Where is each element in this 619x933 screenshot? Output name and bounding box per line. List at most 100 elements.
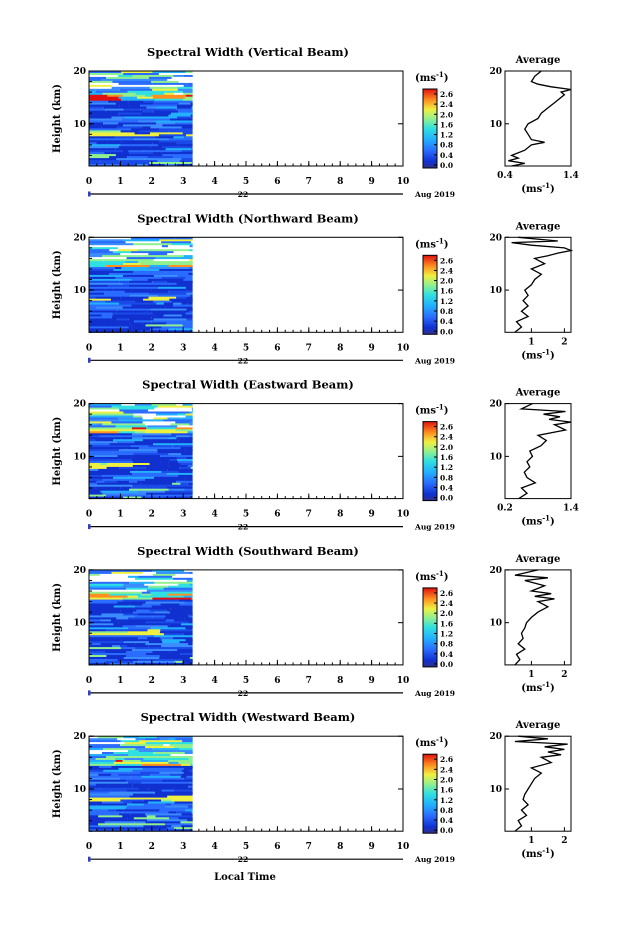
- avg-x-tick-label: 0.2: [497, 504, 513, 514]
- colorbar-tick-label: 0.4: [440, 816, 453, 825]
- colorbar-tick-label: 2.0: [440, 277, 453, 286]
- unit-close: ): [550, 184, 555, 195]
- average-profile: [515, 570, 555, 665]
- day-label: 22: [238, 689, 248, 698]
- colorbar-unit: (ms-1): [415, 569, 448, 583]
- average-title: Average: [515, 554, 561, 565]
- colorbar-tick-label: 2.6: [440, 256, 453, 265]
- average-title: Average: [515, 720, 561, 731]
- y-tick-label: 20: [73, 67, 86, 77]
- colorbar-tick-label: 2.4: [440, 266, 453, 275]
- colorbar-tick-label: 0.8: [440, 473, 453, 482]
- x-tick-label: 6: [274, 343, 280, 353]
- unit-text: (ms: [415, 572, 436, 583]
- unit-exponent: -1: [542, 347, 550, 356]
- x-tick-label: 8: [337, 510, 343, 520]
- month-label: Aug 2019: [414, 689, 455, 698]
- avg-x-tick-label: 1: [528, 670, 534, 680]
- colorbar-tick-label: 1.6: [440, 619, 453, 628]
- colorbar: [423, 255, 437, 334]
- month-label: Aug 2019: [414, 356, 455, 365]
- colorbar-tick-label: 0.8: [440, 640, 453, 649]
- month-label: Aug 2019: [414, 523, 455, 532]
- colorbar-tick-label: 2.6: [440, 423, 453, 432]
- colorbar-tick-label: 0.8: [440, 141, 453, 150]
- x-tick-label: 0: [86, 343, 92, 353]
- x-tick-label: 2: [149, 842, 155, 852]
- colorbar-tick-label: 1.2: [440, 297, 453, 306]
- colorbar: [423, 588, 437, 667]
- unit-exponent: -1: [436, 236, 444, 245]
- unit-text: (ms: [415, 239, 436, 250]
- unit-text: (ms: [415, 73, 436, 84]
- unit-close: ): [550, 350, 555, 361]
- y-axis-label: Height (km): [52, 749, 63, 818]
- x-tick-label: 3: [180, 510, 186, 520]
- avg-x-tick-label: 1: [528, 337, 534, 347]
- x-tick-label: 7: [306, 177, 312, 187]
- unit-exponent: -1: [542, 846, 550, 855]
- date-marker: [88, 857, 91, 862]
- avg-y-tick-label: 10: [489, 286, 502, 296]
- x-tick-label: 7: [306, 343, 312, 353]
- day-label: 22: [238, 523, 248, 532]
- avg-unit: (ms-1): [521, 514, 554, 528]
- colorbar-tick-label: 2.6: [440, 90, 453, 99]
- x-tick-label: 10: [397, 343, 410, 353]
- y-tick-label: 20: [73, 233, 86, 243]
- unit-text: (ms: [521, 184, 542, 195]
- colorbar-tick-label: 0.8: [440, 307, 453, 316]
- x-tick-label: 9: [368, 177, 374, 187]
- x-tick-label: 0: [86, 510, 92, 520]
- x-tick-label: 5: [243, 343, 249, 353]
- colorbar-tick-label: 0.4: [440, 483, 453, 492]
- unit-text: (ms: [521, 849, 542, 860]
- heatmap: [89, 404, 193, 499]
- colorbar-tick-label: 0.0: [440, 494, 453, 503]
- x-tick-label: 5: [243, 510, 249, 520]
- average-title: Average: [515, 388, 561, 399]
- average-title: Average: [515, 55, 561, 66]
- y-tick-label: 10: [73, 619, 86, 629]
- unit-exponent: -1: [542, 680, 550, 689]
- colorbar-tick-label: 2.0: [440, 443, 453, 452]
- x-tick-label: 2: [149, 676, 155, 686]
- unit-close: ): [550, 517, 555, 528]
- colorbar-unit: (ms-1): [415, 735, 448, 749]
- x-tick-label: 8: [337, 343, 343, 353]
- y-tick-label: 10: [73, 785, 86, 795]
- colorbar-tick-label: 2.4: [440, 765, 453, 774]
- colorbar: [423, 89, 437, 168]
- x-tick-label: 9: [368, 676, 374, 686]
- colorbar-tick-label: 1.2: [440, 463, 453, 472]
- heatmap: [89, 71, 193, 166]
- x-tick-label: 10: [397, 510, 410, 520]
- unit-text: (ms: [415, 738, 436, 749]
- x-tick-label: 6: [274, 510, 280, 520]
- avg-y-tick-label: 20: [489, 233, 502, 243]
- x-tick-label: 5: [243, 177, 249, 187]
- y-tick-label: 20: [73, 400, 86, 410]
- y-tick-label: 10: [73, 452, 86, 462]
- chart-title: Spectral Width (Northward Beam): [137, 211, 359, 225]
- colorbar-unit: (ms-1): [415, 403, 448, 417]
- x-tick-label: 4: [211, 510, 217, 520]
- colorbar-tick-label: 2.4: [440, 100, 453, 109]
- y-axis-label: Height (km): [52, 250, 63, 319]
- chart-title: Spectral Width (Eastward Beam): [142, 378, 354, 392]
- colorbar-unit: (ms-1): [415, 236, 448, 250]
- unit-exponent: -1: [542, 181, 550, 190]
- chart-title: Spectral Width (Vertical Beam): [147, 45, 349, 59]
- colorbar-tick-label: 1.6: [440, 287, 453, 296]
- x-tick-label: 2: [149, 343, 155, 353]
- x-tick-label: 4: [211, 842, 217, 852]
- colorbar: [423, 754, 437, 833]
- date-marker: [88, 192, 91, 197]
- average-frame: [505, 237, 571, 332]
- colorbar-tick-label: 2.6: [440, 755, 453, 764]
- average-profile: [515, 736, 568, 831]
- beam-panel: Spectral Width (Northward Beam)2010Heigh…: [52, 211, 571, 365]
- colorbar-tick-label: 1.2: [440, 796, 453, 805]
- unit-close: ): [444, 572, 449, 583]
- day-label: 22: [238, 190, 248, 199]
